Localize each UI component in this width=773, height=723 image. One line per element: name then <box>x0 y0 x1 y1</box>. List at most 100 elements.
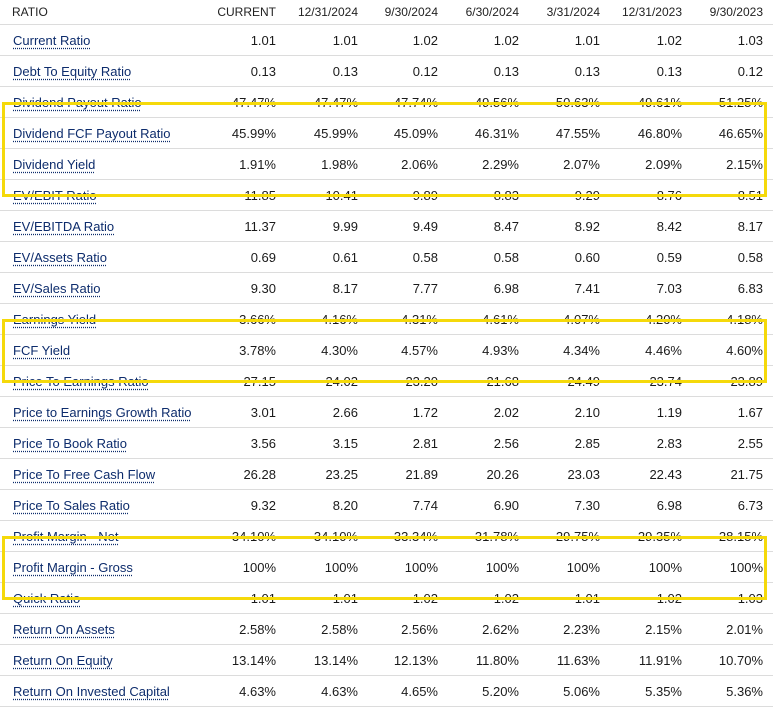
ratio-value-cell: 1.02 <box>368 582 448 614</box>
ratio-name-cell: Dividend Payout Ratio <box>0 86 206 118</box>
column-header-2023-09-30[interactable]: 9/30/2023 <box>692 0 773 25</box>
ratio-value-cell: 47.74% <box>368 86 448 118</box>
column-header-2023-12-31[interactable]: 12/31/2023 <box>610 0 692 25</box>
table-row: Quick Ratio 1.01 1.01 1.02 1.02 1.01 1.02 1.03 <box>0 582 773 614</box>
ratio-name-cell: Dividend Yield <box>0 148 206 180</box>
ratio-name-link[interactable]: Price to Earnings Growth Ratio <box>13 404 192 420</box>
ratio-value-cell: 1.03 <box>692 582 773 614</box>
ratio-value-cell: 10.70% <box>692 644 773 676</box>
ratio-value-cell: 23.25 <box>286 458 368 490</box>
ratio-value-cell: 49.56% <box>448 86 529 118</box>
ratio-value-cell: 10.41 <box>286 179 368 211</box>
ratio-value-cell: 5.36% <box>692 675 773 707</box>
ratio-value-cell: 100% <box>610 551 692 583</box>
table-row: Earnings Yield 3.66% 4.16% 4.31% 4.61% 4.07% 4… <box>0 303 773 335</box>
column-header-2024-06-30[interactable]: 6/30/2024 <box>448 0 529 25</box>
ratio-name-link[interactable]: Dividend FCF Payout Ratio <box>13 125 171 141</box>
ratio-value-cell: 7.77 <box>368 272 448 304</box>
ratio-name-link[interactable]: Current Ratio <box>13 32 91 48</box>
ratio-value-cell: 100% <box>206 551 286 583</box>
ratio-name-link[interactable]: Quick Ratio <box>13 590 81 606</box>
ratio-value-cell: 9.89 <box>368 179 448 211</box>
table-row: Price To Book Ratio 3.56 3.15 2.81 2.56 2.85 2… <box>0 427 773 459</box>
ratio-name-link[interactable]: EV/EBIT Ratio <box>13 187 97 203</box>
ratio-name-cell: Dividend FCF Payout Ratio <box>0 117 206 149</box>
ratio-value-cell: 46.65% <box>692 117 773 149</box>
ratio-value-cell: 11.80% <box>448 644 529 676</box>
ratio-value-cell: 1.01 <box>286 24 368 56</box>
ratio-value-cell: 1.02 <box>368 24 448 56</box>
ratio-value-cell: 1.01 <box>206 582 286 614</box>
ratio-name-cell: Earnings Yield <box>0 303 206 335</box>
ratio-name-link[interactable]: Dividend Payout Ratio <box>13 94 142 110</box>
ratio-name-link[interactable]: Return On Invested Capital <box>13 683 170 699</box>
ratio-value-cell: 2.23% <box>529 613 610 645</box>
ratio-value-cell: 0.69 <box>206 241 286 273</box>
ratio-value-cell: 28.15% <box>692 520 773 552</box>
ratio-value-cell: 3.01 <box>206 396 286 428</box>
ratio-value-cell: 4.61% <box>448 303 529 335</box>
ratio-name-link[interactable]: Dividend Yield <box>13 156 96 172</box>
ratio-value-cell: 2.56% <box>368 613 448 645</box>
ratio-value-cell: 1.02 <box>448 582 529 614</box>
ratio-name-link[interactable]: Price To Book Ratio <box>13 435 127 451</box>
ratio-value-cell: 11.91% <box>610 644 692 676</box>
ratio-value-cell: 6.90 <box>448 489 529 521</box>
ratio-value-cell: 2.58% <box>206 613 286 645</box>
ratio-value-cell: 9.32 <box>206 489 286 521</box>
table-row: EV/EBITDA Ratio 11.37 9.99 9.49 8.47 8.92 8.42… <box>0 210 773 242</box>
ratio-name-link[interactable]: Profit Margin - Gross <box>13 559 133 575</box>
ratio-value-cell: 0.59 <box>610 241 692 273</box>
column-header-2024-03-31[interactable]: 3/31/2024 <box>529 0 610 25</box>
ratio-value-cell: 4.20% <box>610 303 692 335</box>
ratio-value-cell: 100% <box>448 551 529 583</box>
ratio-value-cell: 8.20 <box>286 489 368 521</box>
ratio-value-cell: 0.58 <box>368 241 448 273</box>
ratio-value-cell: 6.73 <box>692 489 773 521</box>
ratio-value-cell: 4.07% <box>529 303 610 335</box>
ratio-value-cell: 1.91% <box>206 148 286 180</box>
table-row: Return On Equity 13.14% 13.14% 12.13% 11.80%… <box>0 644 773 676</box>
ratio-value-cell: 1.02 <box>610 24 692 56</box>
ratio-value-cell: 23.20 <box>368 365 448 397</box>
ratio-value-cell: 1.19 <box>610 396 692 428</box>
ratio-value-cell: 7.03 <box>610 272 692 304</box>
ratio-name-link[interactable]: EV/EBITDA Ratio <box>13 218 115 234</box>
ratio-value-cell: 0.13 <box>610 55 692 87</box>
ratio-value-cell: 51.25% <box>692 86 773 118</box>
column-header-2024-12-31[interactable]: 12/31/2024 <box>286 0 368 25</box>
ratio-name-link[interactable]: Debt To Equity Ratio <box>13 63 132 79</box>
ratio-value-cell: 2.62% <box>448 613 529 645</box>
ratio-name-link[interactable]: FCF Yield <box>13 342 71 358</box>
column-header-ratio[interactable]: RATIO <box>0 0 206 25</box>
table-row: Profit Margin - Gross 100% 100% 100% 100% 100… <box>0 551 773 583</box>
ratio-value-cell: 3.78% <box>206 334 286 366</box>
ratio-value-cell: 7.74 <box>368 489 448 521</box>
ratio-name-cell: Return On Equity <box>0 644 206 676</box>
ratio-value-cell: 4.60% <box>692 334 773 366</box>
ratio-value-cell: 46.31% <box>448 117 529 149</box>
column-header-2024-09-30[interactable]: 9/30/2024 <box>368 0 448 25</box>
ratio-name-link[interactable]: Price To Free Cash Flow <box>13 466 156 482</box>
ratio-value-cell: 12.13% <box>368 644 448 676</box>
ratio-value-cell: 2.81 <box>368 427 448 459</box>
ratio-name-link[interactable]: EV/Assets Ratio <box>13 249 107 265</box>
ratio-value-cell: 0.58 <box>692 241 773 273</box>
ratio-value-cell: 3.66% <box>206 303 286 335</box>
ratio-value-cell: 1.02 <box>448 24 529 56</box>
ratio-name-link[interactable]: Price To Sales Ratio <box>13 497 130 513</box>
ratio-name-cell: Return On Assets <box>0 613 206 645</box>
ratio-value-cell: 23.74 <box>610 365 692 397</box>
ratio-name-link[interactable]: Price To Earnings Ratio <box>13 373 149 389</box>
ratio-name-cell: EV/EBIT Ratio <box>0 179 206 211</box>
table-row: Price To Free Cash Flow 26.28 23.25 21.89 20… <box>0 458 773 490</box>
ratio-name-link[interactable]: Return On Assets <box>13 621 115 637</box>
ratio-value-cell: 6.98 <box>448 272 529 304</box>
ratio-value-cell: 24.02 <box>286 365 368 397</box>
ratio-name-link[interactable]: EV/Sales Ratio <box>13 280 101 296</box>
ratio-value-cell: 8.83 <box>448 179 529 211</box>
ratio-name-link[interactable]: Return On Equity <box>13 652 113 668</box>
ratio-name-link[interactable]: Profit Margin - Net <box>13 528 119 544</box>
column-header-current[interactable]: CURRENT <box>206 0 286 25</box>
ratio-name-link[interactable]: Earnings Yield <box>13 311 97 327</box>
